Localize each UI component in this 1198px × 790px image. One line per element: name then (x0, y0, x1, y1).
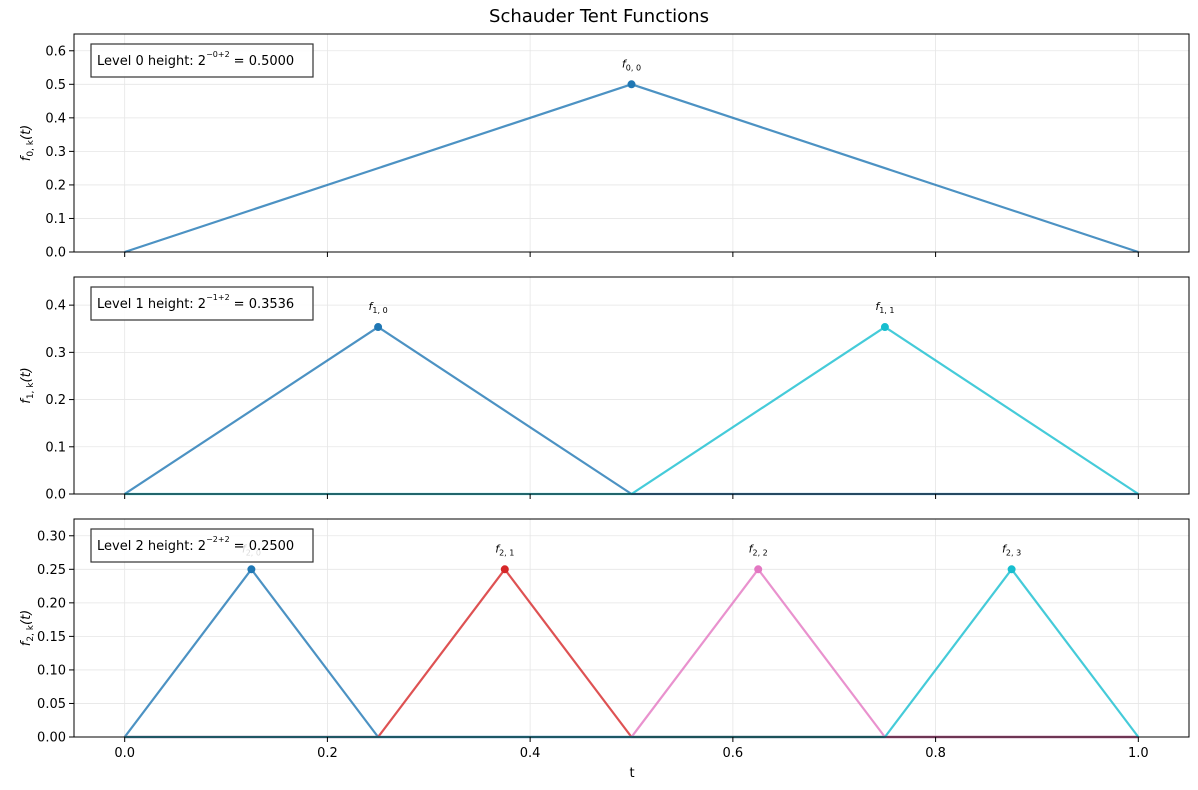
x-tick-label: 1.0 (1128, 746, 1149, 761)
peak-label: f2, 2 (749, 542, 768, 557)
annotation-text: Level 2 height: 2−2+2 = 0.2500 (97, 535, 294, 554)
y-axis-label-sub: 2, k (26, 624, 36, 641)
y-axis-label-sub: 1, k (26, 382, 36, 399)
annotation-value: = 0.3536 (234, 297, 295, 312)
peak-label-sub: 0, 0 (626, 63, 641, 72)
y-tick-label: 0.2 (45, 393, 66, 408)
peak-marker (1007, 565, 1016, 574)
chart-title: Schauder Tent Functions (489, 6, 709, 27)
annotation-text: Level 0 height: 2−0+2 = 0.5000 (97, 50, 294, 69)
panel-0: f0, 00.00.10.20.30.40.50.6f0, k(t)Level … (19, 33, 1190, 261)
x-tick-label: 0.2 (317, 746, 338, 761)
y-tick-label: 0.0 (45, 488, 66, 503)
y-tick-label: 0.4 (45, 111, 66, 126)
annotation-prefix: Level 0 height: 2 (97, 54, 206, 69)
y-tick-label: 0.3 (45, 346, 66, 361)
y-axis-label-arg: (t) (19, 367, 34, 382)
peak-label-f: f (495, 542, 501, 555)
panel-1: f1, 0 f1, 10.00.10.20.30.4f1, k(t)Level 1… (19, 276, 1190, 503)
peak-marker (754, 565, 763, 574)
series-line (123, 568, 1139, 739)
peak-label: f1, 1 (875, 300, 894, 315)
x-tick-label: 0.8 (925, 746, 946, 761)
series-line (124, 568, 1139, 739)
y-tick-label: 0.1 (45, 212, 66, 227)
peak-label: f0, 0 (622, 57, 641, 72)
annotation-text: Level 1 height: 2−1+2 = 0.3536 (97, 293, 294, 312)
peak-label: f2, 1 (495, 542, 514, 557)
peak-label-sub: 2, 2 (753, 548, 768, 557)
y-axis-label: f1, k(t) (19, 367, 36, 404)
y-tick-label: 0.4 (45, 299, 66, 314)
x-tick-label: 0.6 (723, 746, 744, 761)
annotation-value: = 0.2500 (234, 539, 295, 554)
axes-frame (73, 33, 1190, 253)
annotation-box (90, 528, 314, 563)
y-axis-label: f0, k(t) (19, 125, 36, 162)
y-tick-label: 0.25 (37, 563, 66, 578)
y-tick-label: 0.6 (45, 44, 66, 59)
peak-label-f: f (369, 300, 375, 313)
x-axis-label: t (629, 766, 634, 781)
y-tick-label: 0.05 (37, 697, 66, 712)
peak-marker (247, 565, 256, 574)
peak-label-sub: 2, 3 (1006, 548, 1021, 557)
series-line (124, 83, 1139, 254)
series-line (124, 568, 1140, 739)
y-axis-label-arg: (t) (19, 610, 34, 625)
x-tick-label: 0.4 (520, 746, 541, 761)
peak-label: f2, 3 (1002, 542, 1021, 557)
y-tick-label: 0.3 (45, 145, 66, 160)
y-axis-label-f: f (19, 154, 34, 161)
panel-2: f2, 0f2, 1f2, 2f2, 30.000.050.100.150.20… (19, 518, 1190, 761)
peak-label-f: f (875, 300, 881, 313)
y-axis-label-f: f (19, 639, 34, 646)
y-tick-label: 0.00 (37, 731, 66, 746)
annotation-value: = 0.5000 (234, 54, 295, 69)
axes-frame (73, 276, 1190, 495)
peak-label-f: f (749, 542, 755, 555)
peak-marker (627, 80, 636, 89)
peak-label-sub: 2, 1 (499, 548, 514, 557)
peak-label-f: f (622, 57, 628, 70)
peak-marker (500, 565, 509, 574)
peak-label-sub: 1, 0 (372, 306, 387, 315)
series-line (124, 568, 1139, 739)
peak-label-sub: 1, 1 (879, 306, 894, 315)
peak-label: f1, 0 (369, 300, 388, 315)
peak-marker (880, 323, 889, 332)
y-axis-label-arg: (t) (19, 125, 34, 140)
annotation-box (90, 286, 314, 321)
peak-marker (374, 323, 383, 332)
y-tick-label: 0.15 (37, 630, 66, 645)
annotation-prefix: Level 2 height: 2 (97, 539, 206, 554)
y-tick-label: 0.10 (37, 663, 66, 678)
y-tick-label: 0.5 (45, 78, 66, 93)
annotation-exp-num: −0+2 (206, 50, 230, 59)
y-axis-label-f: f (19, 397, 34, 404)
y-tick-label: 0.30 (37, 529, 66, 544)
y-tick-label: 0.2 (45, 178, 66, 193)
x-tick-label: 0.0 (114, 746, 135, 761)
plots-group: f0, 00.00.10.20.30.40.50.6f0, k(t)Level … (19, 33, 1190, 761)
annotation-exp-num: −2+2 (206, 535, 230, 544)
annotation-exp-num: −1+2 (206, 293, 230, 302)
y-tick-label: 0.0 (45, 246, 66, 261)
y-axis-label-sub: 0, k (26, 139, 36, 156)
y-tick-label: 0.20 (37, 596, 66, 611)
axes-frame (73, 518, 1190, 738)
y-tick-label: 0.1 (45, 440, 66, 455)
annotation-box (90, 43, 314, 78)
peak-label-f: f (1002, 542, 1008, 555)
annotation-prefix: Level 1 height: 2 (97, 297, 206, 312)
y-axis-label: f2, k(t) (19, 610, 36, 647)
